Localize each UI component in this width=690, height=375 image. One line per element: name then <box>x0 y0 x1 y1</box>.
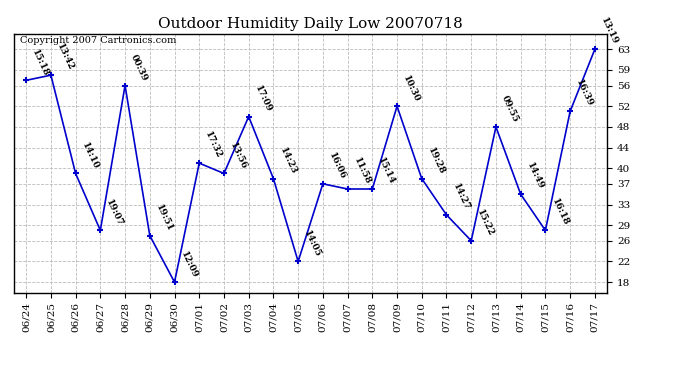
Text: 13:19: 13:19 <box>599 16 620 46</box>
Text: 15:14: 15:14 <box>377 156 397 186</box>
Text: 19:28: 19:28 <box>426 146 446 176</box>
Text: 13:42: 13:42 <box>55 42 75 72</box>
Text: 09:55: 09:55 <box>500 94 520 124</box>
Text: 19:07: 19:07 <box>104 198 125 228</box>
Text: Copyright 2007 Cartronics.com: Copyright 2007 Cartronics.com <box>20 36 176 45</box>
Text: 17:09: 17:09 <box>253 84 273 114</box>
Text: 15:22: 15:22 <box>475 208 495 238</box>
Title: Outdoor Humidity Daily Low 20070718: Outdoor Humidity Daily Low 20070718 <box>158 17 463 31</box>
Text: 14:05: 14:05 <box>302 229 322 259</box>
Text: 14:23: 14:23 <box>277 146 298 176</box>
Text: 19:51: 19:51 <box>154 203 175 233</box>
Text: 17:32: 17:32 <box>204 130 224 160</box>
Text: 12:09: 12:09 <box>179 250 199 279</box>
Text: 16:06: 16:06 <box>327 151 347 181</box>
Text: 16:39: 16:39 <box>574 78 595 109</box>
Text: 11:58: 11:58 <box>352 156 372 186</box>
Text: 10:30: 10:30 <box>401 74 422 104</box>
Text: 15:18: 15:18 <box>30 48 50 78</box>
Text: 14:10: 14:10 <box>80 141 100 171</box>
Text: 14:27: 14:27 <box>451 182 471 212</box>
Text: 00:39: 00:39 <box>129 53 150 83</box>
Text: 16:18: 16:18 <box>549 198 570 228</box>
Text: 14:49: 14:49 <box>525 162 545 191</box>
Text: 13:56: 13:56 <box>228 141 248 171</box>
